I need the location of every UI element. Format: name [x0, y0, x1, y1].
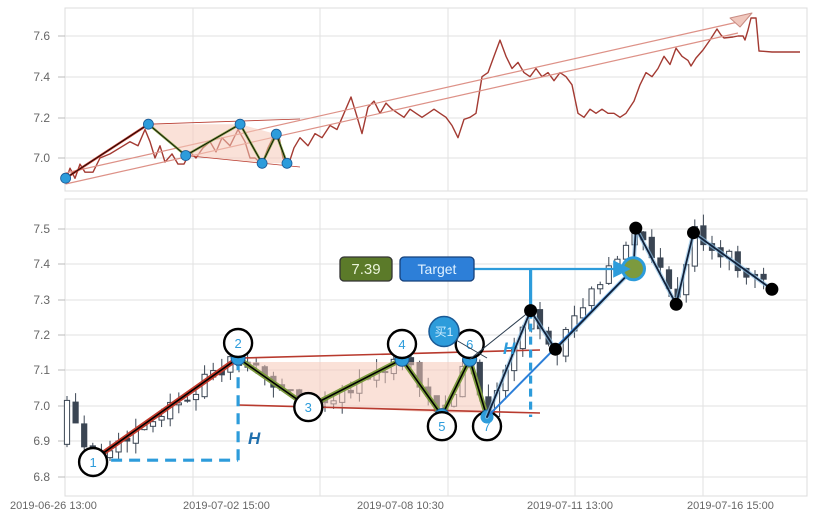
svg-text:7.1: 7.1 — [33, 363, 50, 377]
svg-text:2019-07-16 15:00: 2019-07-16 15:00 — [687, 500, 774, 512]
svg-text:2: 2 — [234, 336, 241, 351]
svg-text:7.5: 7.5 — [33, 222, 50, 236]
svg-text:7.3: 7.3 — [33, 293, 50, 307]
svg-text:7.4: 7.4 — [33, 257, 50, 271]
svg-text:H: H — [248, 429, 261, 448]
svg-text:7.0: 7.0 — [33, 151, 50, 165]
svg-text:买1: 买1 — [435, 325, 454, 339]
svg-text:6.8: 6.8 — [33, 470, 50, 484]
svg-text:7.2: 7.2 — [33, 328, 50, 342]
svg-text:2019-07-11 13:00: 2019-07-11 13:00 — [527, 500, 613, 512]
svg-text:5: 5 — [438, 419, 445, 434]
svg-text:7.39: 7.39 — [351, 261, 380, 278]
svg-text:7.2: 7.2 — [33, 111, 50, 125]
svg-text:7.4: 7.4 — [33, 70, 50, 84]
svg-text:Target: Target — [418, 261, 457, 277]
svg-text:H: H — [503, 339, 516, 358]
svg-text:2019-07-08 10:30: 2019-07-08 10:30 — [357, 500, 444, 512]
svg-text:6.9: 6.9 — [33, 434, 50, 448]
svg-text:2019-06-26 13:00: 2019-06-26 13:00 — [10, 500, 97, 512]
svg-text:3: 3 — [305, 400, 312, 415]
svg-text:7.0: 7.0 — [33, 399, 50, 413]
svg-text:2019-07-02 15:00: 2019-07-02 15:00 — [183, 500, 270, 512]
svg-text:7.6: 7.6 — [33, 29, 50, 43]
svg-text:4: 4 — [398, 337, 405, 352]
svg-text:1: 1 — [89, 455, 96, 470]
